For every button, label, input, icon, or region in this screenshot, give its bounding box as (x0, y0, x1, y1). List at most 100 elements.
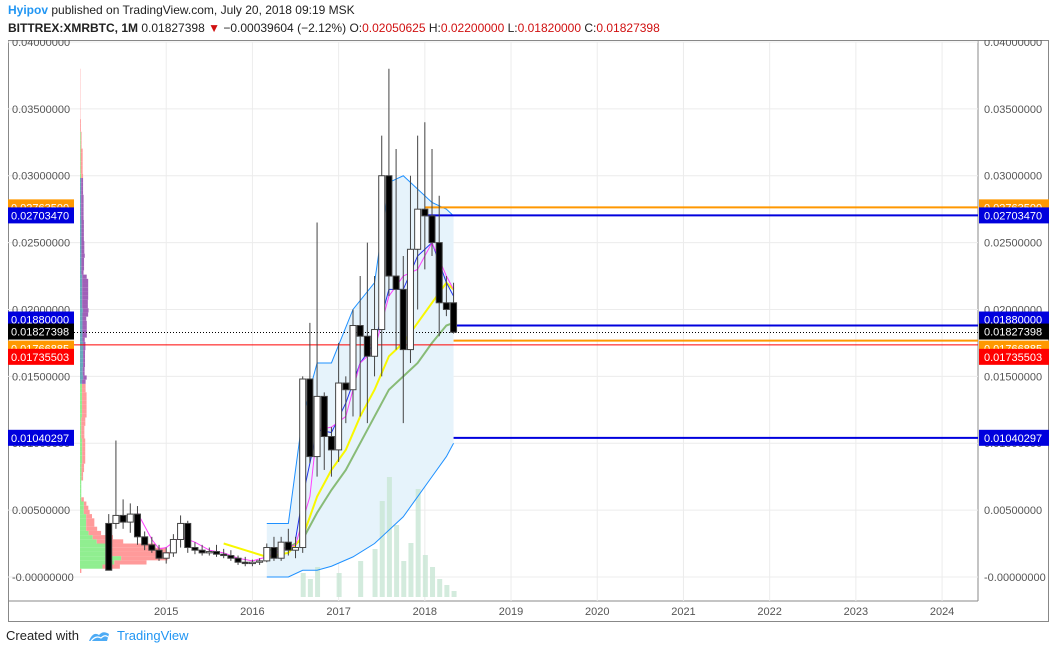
volume-profile-bar-down (82, 400, 87, 405)
volume-profile-bar-up (80, 522, 87, 527)
volume-profile-bar-down (110, 543, 156, 548)
candle-body (169, 538, 177, 554)
volume-profile-bar-down (82, 308, 89, 313)
candle-body (292, 547, 300, 551)
author-name[interactable]: Hyipov (8, 3, 49, 17)
open-label: O: (349, 21, 363, 35)
volume-profile-bar-up (80, 442, 83, 447)
volume-profile-bar-up (80, 245, 82, 250)
volume-profile-bar-down (83, 346, 86, 351)
candle-body (112, 514, 120, 524)
candle-body (414, 208, 422, 250)
volume-profile-bar-up (80, 283, 83, 288)
x-tick-label: 2015 (154, 606, 178, 618)
price-chart[interactable]: 0.04000000 0.04000000 0.03500000 0.03500000… (8, 37, 1049, 622)
price-label-left-bg (8, 348, 74, 365)
volume-profile-bar-up (80, 194, 82, 199)
volume-profile-bar-down (81, 434, 85, 439)
volume-profile-bar-down (82, 388, 86, 393)
candle-body (442, 302, 450, 310)
volume-profile-bar-down (81, 270, 84, 275)
volume-profile-bar-up (80, 253, 82, 258)
volume-profile-bar-up (80, 291, 83, 296)
volume-profile-bar-down (81, 198, 84, 204)
volume-profile-bar-up (80, 379, 83, 384)
candle-body (126, 513, 134, 523)
tradingview-link[interactable]: TradingView (116, 628, 189, 643)
volume-profile-bar-up (80, 526, 87, 531)
candle-body (105, 522, 113, 571)
volume-profile-bar-down (80, 123, 81, 128)
x-tick-label: 2019 (499, 606, 523, 618)
price-label-left-bg (8, 429, 74, 446)
volume-profile-bar-up (80, 135, 81, 141)
candle-body (177, 522, 185, 540)
candle-body (220, 553, 228, 557)
chart-frame[interactable]: 0.04000000 0.04000000 0.03500000 0.03500000… (8, 37, 1049, 622)
volume-profile-bar-down (86, 514, 93, 519)
price-label-left: 0.02703470 (11, 210, 69, 222)
volume-profile-bar-up (80, 535, 93, 540)
volume-profile-bar-down (81, 421, 86, 426)
volume-profile-bar-up (80, 329, 83, 334)
y-tick-label-right: 0.04000000 (984, 40, 1042, 49)
volume-profile-bar-down (81, 182, 84, 187)
price-label-right-bg (979, 207, 1049, 224)
volume-profile-bar-up (80, 350, 84, 355)
low-value: 0.01820000 (517, 21, 582, 35)
candle-body (371, 329, 379, 357)
volume-profile-bar-up (80, 560, 115, 565)
volume-profile-bar-up (80, 148, 81, 153)
volume-profile-bar-up (80, 409, 83, 414)
volume-profile-bar-up (80, 207, 82, 212)
volume-profile-bar-up (80, 337, 83, 342)
volume-profile-bar-down (86, 518, 95, 523)
candle-body (141, 536, 149, 546)
volume-profile-bar-up (80, 173, 82, 178)
y-tick-label-left: 0.03000000 (12, 171, 70, 183)
volume-profile-bar-down (80, 156, 83, 162)
volume-profile-bar-down (82, 446, 86, 452)
volume-profile-bar-up (80, 278, 83, 284)
volume-profile-bar-up (80, 270, 82, 275)
volume-profile-bar-down (81, 203, 84, 208)
candle-body (148, 544, 156, 551)
volume-profile-bar-down (81, 194, 84, 199)
volume-profile-bar-up (80, 438, 83, 443)
candle-body (191, 547, 199, 551)
price-label-right: 0.01040297 (984, 433, 1042, 445)
sma-yellow-line (223, 281, 455, 558)
volume-profile-bar-up (80, 362, 84, 368)
volume-profile-bar-up (80, 421, 82, 426)
publish-header: Hyipov published on TradingView.com, Jul… (8, 3, 355, 17)
volume-profile-bar-up (80, 556, 122, 561)
volume-profile-bar-down (82, 291, 89, 296)
volume-profile-bar-up (80, 198, 82, 204)
symbol-name: BITTREX:XMRBTC, 1M (8, 21, 138, 35)
y-tick-label-right: 0.00500000 (984, 505, 1042, 517)
candle-body (284, 541, 292, 551)
volume-bar (386, 477, 392, 597)
volume-profile-bar-down (80, 568, 82, 573)
volume-profile-bar-down (81, 245, 85, 250)
price-label-left: 0.01880000 (11, 315, 69, 327)
candles (105, 68, 458, 571)
volume-profile-bar-down (80, 165, 83, 170)
open-value: 0.02050625 (362, 21, 426, 35)
volume-profile-bar-down (81, 186, 84, 191)
volume-profile-bar-up (80, 131, 81, 136)
volume-profile-bar-down (82, 304, 88, 309)
volume-profile-bar-up (80, 165, 81, 170)
volume-profile-bar-up (80, 388, 83, 393)
volume-profile-bar-down (82, 442, 86, 447)
volume-profile-bar-down (83, 501, 87, 506)
volume-profile-bar-up (80, 190, 82, 195)
volume-profile-bar-up (80, 501, 84, 506)
volume-bar (358, 561, 364, 597)
volume-profile-bar-up (80, 211, 82, 216)
volume-profile-bar-down (83, 350, 86, 355)
volume-profile-bar-down (81, 425, 85, 431)
volume-profile-bar-up (80, 543, 111, 548)
volume-bar (422, 555, 428, 597)
volume-profile-bar-up (80, 455, 83, 460)
